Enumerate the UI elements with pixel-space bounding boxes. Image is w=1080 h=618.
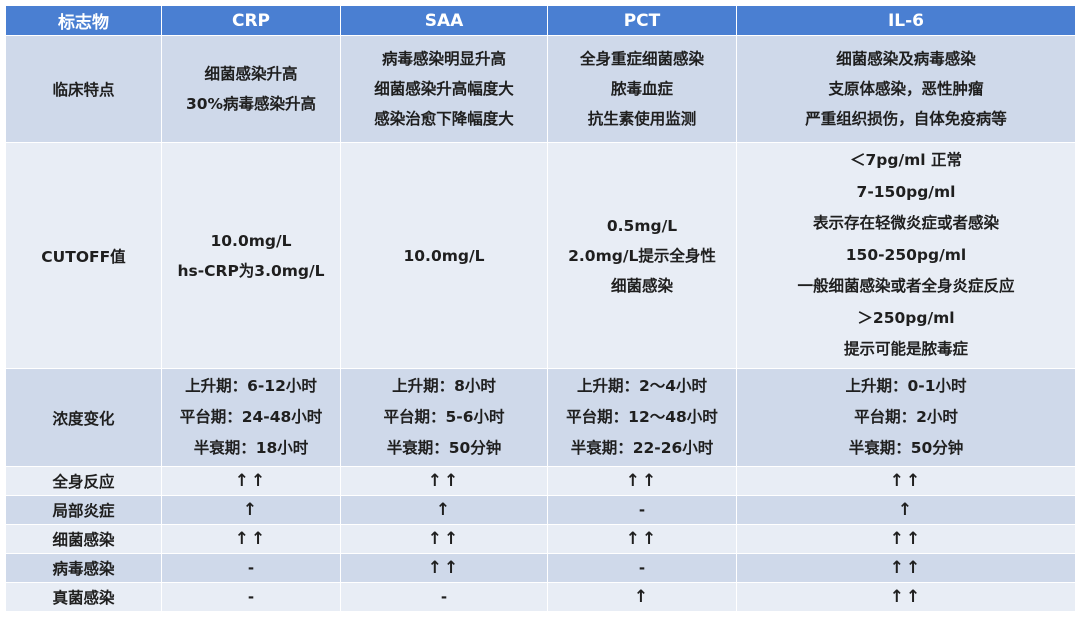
text-line: ＜7pg/ml 正常 — [850, 151, 962, 170]
text-line: 半衰期：50分钟 — [386, 439, 502, 457]
row-local-inflammation: 局部炎症 ↑ ↑ - ↑ — [5, 495, 1076, 525]
cell-bacterial-crp: ↑↑ — [161, 524, 341, 554]
cell-systemic-saa: ↑↑ — [340, 466, 548, 496]
text-line: 上升期：6-12小时 — [185, 377, 317, 395]
cell-local-saa: ↑ — [340, 495, 548, 525]
cell-viral-crp: - — [161, 553, 341, 583]
text-line: 细菌感染升高 — [204, 65, 298, 83]
text-line: 上升期：2～4小时 — [576, 377, 708, 395]
cell-viral-il6: ↑↑ — [736, 553, 1076, 583]
cell-systemic-crp: ↑↑ — [161, 466, 341, 496]
text-line: 30%病毒感染升高 — [185, 95, 317, 113]
row-label-concentration: 浓度变化 — [5, 368, 162, 467]
text-line: 全身重症细菌感染 — [579, 50, 704, 68]
text-line: 严重组织损伤，自体免疫病等 — [805, 110, 1007, 128]
text-line: 脓毒血症 — [610, 80, 673, 98]
text-line: 平台期：24-48小时 — [179, 408, 323, 426]
text-line: 2.0mg/L提示全身性 — [568, 246, 716, 265]
text-line: hs-CRP为3.0mg/L — [177, 261, 325, 280]
header-il6: IL-6 — [736, 5, 1076, 36]
cell-systemic-pct: ↑↑ — [547, 466, 737, 496]
cell-clinical-pct: 全身重症细菌感染 脓毒血症 抗生素使用监测 — [547, 35, 737, 143]
row-label-fungal: 真菌感染 — [5, 582, 162, 612]
header-marker: 标志物 — [5, 5, 162, 36]
row-bacterial-infection: 细菌感染 ↑↑ ↑↑ ↑↑ ↑↑ — [5, 524, 1076, 554]
text-line: 半衰期：22-26小时 — [570, 439, 714, 457]
row-label-systemic: 全身反应 — [5, 466, 162, 496]
text-line: 表示存在轻微炎症或者感染 — [812, 214, 999, 233]
row-systemic-response: 全身反应 ↑↑ ↑↑ ↑↑ ↑↑ — [5, 466, 1076, 496]
header-pct: PCT — [547, 5, 737, 36]
cell-concentration-saa: 上升期：8小时 平台期：5-6小时 半衰期：50分钟 — [340, 368, 548, 467]
row-cutoff: CUTOFF值 10.0mg/L hs-CRP为3.0mg/L 10.0mg/L… — [5, 142, 1076, 369]
header-row: 标志物 CRP SAA PCT IL-6 — [5, 5, 1076, 36]
cell-local-crp: ↑ — [161, 495, 341, 525]
cell-local-pct: - — [547, 495, 737, 525]
cell-concentration-il6: 上升期：0-1小时 平台期：2小时 半衰期：50分钟 — [736, 368, 1076, 467]
cell-cutoff-il6: ＜7pg/ml 正常 7-150pg/ml 表示存在轻微炎症或者感染 150-2… — [736, 142, 1076, 369]
row-viral-infection: 病毒感染 - ↑↑ - ↑↑ — [5, 553, 1076, 583]
row-fungal-infection: 真菌感染 - - ↑ ↑↑ — [5, 582, 1076, 612]
text-line: 上升期：0-1小时 — [845, 377, 967, 395]
text-line: 细菌感染 — [610, 276, 673, 295]
row-concentration: 浓度变化 上升期：6-12小时 平台期：24-48小时 半衰期：18小时 上升期… — [5, 368, 1076, 467]
text-line: 150-250pg/ml — [845, 245, 967, 264]
row-clinical-features: 临床特点 细菌感染升高 30%病毒感染升高 病毒感染明显升高 细菌感染升高幅度大… — [5, 35, 1076, 143]
cell-fungal-pct: ↑ — [547, 582, 737, 612]
row-label-clinical: 临床特点 — [5, 35, 162, 143]
cell-concentration-pct: 上升期：2～4小时 平台期：12～48小时 半衰期：22-26小时 — [547, 368, 737, 467]
header-saa: SAA — [340, 5, 548, 36]
text-line: 一般细菌感染或者全身炎症反应 — [797, 277, 1015, 296]
cell-fungal-il6: ↑↑ — [736, 582, 1076, 612]
cell-fungal-crp: - — [161, 582, 341, 612]
cell-cutoff-saa: 10.0mg/L — [340, 142, 548, 369]
row-label-cutoff: CUTOFF值 — [5, 142, 162, 369]
row-label-viral: 病毒感染 — [5, 553, 162, 583]
header-crp: CRP — [161, 5, 341, 36]
cell-fungal-saa: - — [340, 582, 548, 612]
text-line: 半衰期：50分钟 — [848, 439, 964, 457]
text-line: 平台期：2小时 — [854, 408, 958, 426]
text-line: 平台期：5-6小时 — [383, 408, 505, 426]
cell-concentration-crp: 上升期：6-12小时 平台期：24-48小时 半衰期：18小时 — [161, 368, 341, 467]
cell-clinical-crp: 细菌感染升高 30%病毒感染升高 — [161, 35, 341, 143]
row-label-local: 局部炎症 — [5, 495, 162, 525]
text-line: 病毒感染明显升高 — [381, 50, 506, 68]
cell-cutoff-pct: 0.5mg/L 2.0mg/L提示全身性 细菌感染 — [547, 142, 737, 369]
text-line: 上升期：8小时 — [392, 377, 496, 395]
cell-bacterial-saa: ↑↑ — [340, 524, 548, 554]
cell-viral-saa: ↑↑ — [340, 553, 548, 583]
text-line: 7-150pg/ml — [856, 182, 956, 201]
text-line: 提示可能是脓毒症 — [843, 340, 968, 359]
text-line: 感染治愈下降幅度大 — [374, 110, 514, 128]
cell-viral-pct: - — [547, 553, 737, 583]
cell-bacterial-il6: ↑↑ — [736, 524, 1076, 554]
text-line: 细菌感染升高幅度大 — [374, 80, 514, 98]
text-line: 0.5mg/L — [606, 216, 678, 235]
biomarker-comparison-table: 标志物 CRP SAA PCT IL-6 临床特点 细菌感染升高 30%病毒感染… — [5, 5, 1076, 612]
text-line: 10.0mg/L — [210, 231, 292, 250]
cell-clinical-saa: 病毒感染明显升高 细菌感染升高幅度大 感染治愈下降幅度大 — [340, 35, 548, 143]
text-line: ＞250pg/ml — [857, 308, 955, 327]
text-line: 细菌感染及病毒感染 — [836, 50, 976, 68]
cell-bacterial-pct: ↑↑ — [547, 524, 737, 554]
cell-clinical-il6: 细菌感染及病毒感染 支原体感染，恶性肿瘤 严重组织损伤，自体免疫病等 — [736, 35, 1076, 143]
cell-systemic-il6: ↑↑ — [736, 466, 1076, 496]
cell-local-il6: ↑ — [736, 495, 1076, 525]
text-line: 支原体感染，恶性肿瘤 — [828, 80, 984, 98]
cell-cutoff-crp: 10.0mg/L hs-CRP为3.0mg/L — [161, 142, 341, 369]
text-line: 平台期：12～48小时 — [566, 408, 718, 426]
row-label-bacterial: 细菌感染 — [5, 524, 162, 554]
text-line: 半衰期：18小时 — [193, 439, 309, 457]
text-line: 10.0mg/L — [403, 246, 485, 265]
text-line: 抗生素使用监测 — [587, 110, 697, 128]
